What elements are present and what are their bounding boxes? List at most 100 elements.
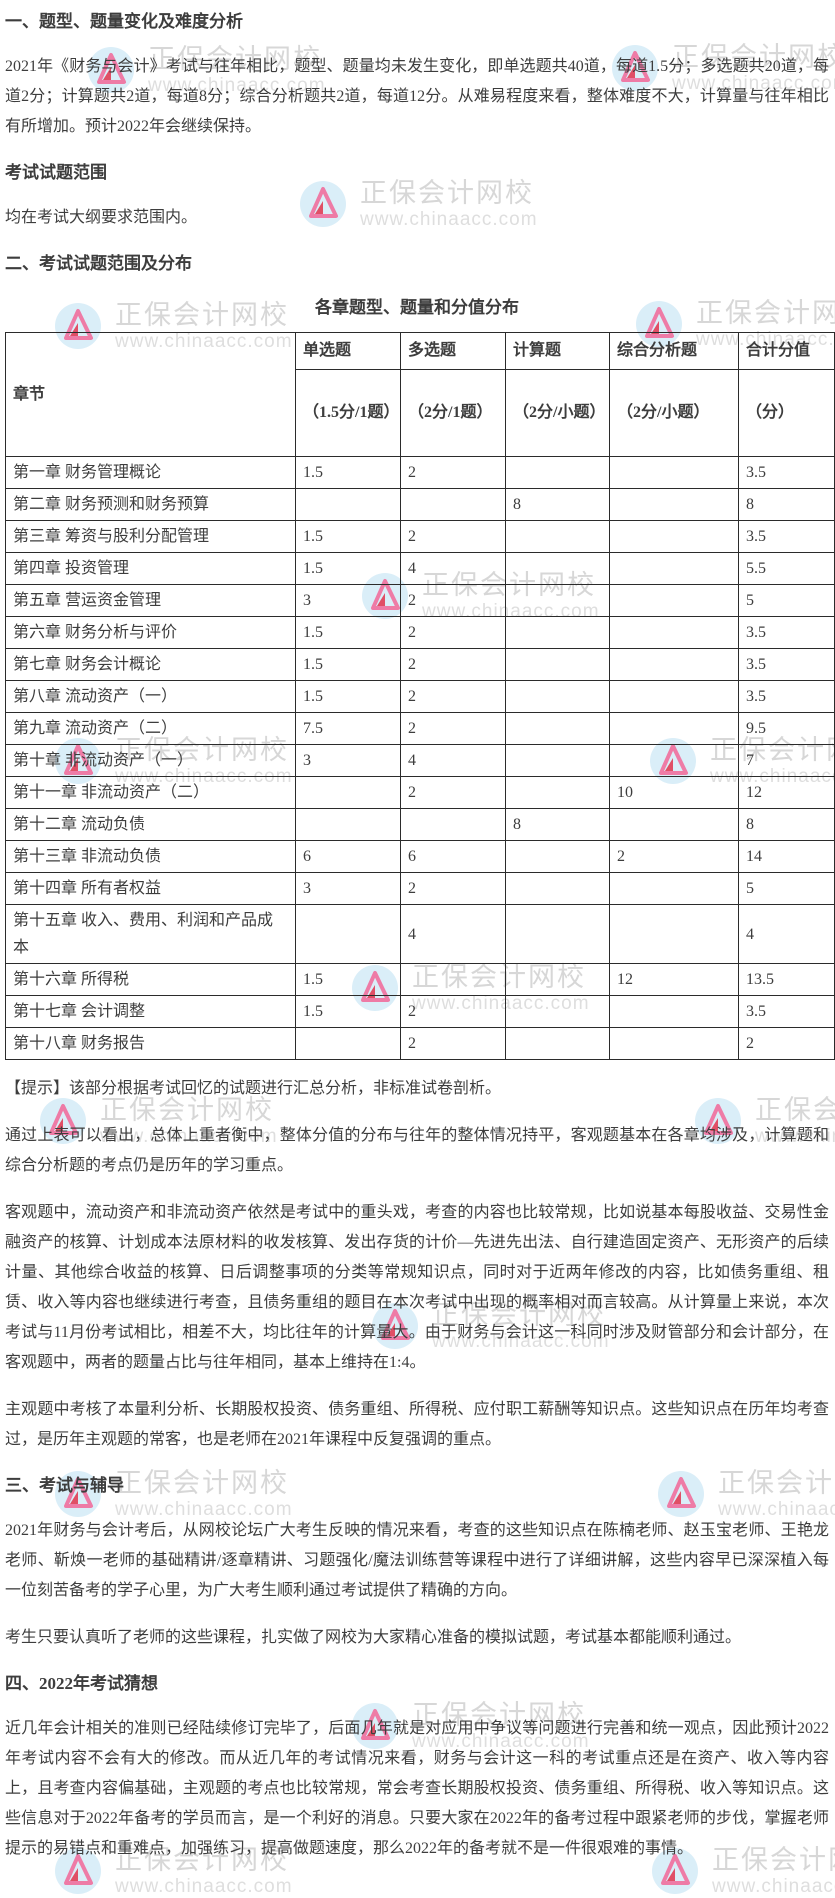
table-cell: 第十三章 非流动负债 xyxy=(5,840,296,873)
table-cell: 4 xyxy=(400,552,506,585)
watermark-url: www.chinaacc.com xyxy=(755,1126,835,1148)
table-row: 第十二章 流动负债 8 8 xyxy=(5,808,835,841)
table-cell: 8 xyxy=(505,808,610,841)
table-cell: 3.5 xyxy=(738,520,835,553)
table-cell xyxy=(609,712,739,745)
watermark-brand: 正保会计网校 xyxy=(360,178,534,208)
watermark-url: www.chinaacc.com xyxy=(718,1499,835,1521)
watermark: 正保会计网校 www.chinaacc.com xyxy=(40,1095,278,1148)
watermark-url: www.chinaacc.com xyxy=(360,209,538,231)
table-cell: 2 xyxy=(400,776,506,809)
watermark-brand: 正保会计网校 xyxy=(115,1468,289,1498)
watermark-text: 正保会计网校 www.chinaacc.com xyxy=(755,1095,835,1148)
watermark-text: 正保会计网校 www.chinaacc.com xyxy=(412,1700,590,1753)
table-cell: 3.5 xyxy=(738,648,835,681)
paragraph-subjective-questions: 主观题中考核了本量利分析、长期股权投资、债务重组、所得税、应付职工薪酬等知识点。… xyxy=(5,1401,829,1448)
table-cell xyxy=(295,808,401,841)
table-cell xyxy=(505,584,610,617)
watermark-brand: 正保会计网校 xyxy=(672,42,835,72)
table-cell: 第七章 财务会计概论 xyxy=(5,648,296,681)
watermark-url: www.chinaacc.com xyxy=(148,75,326,97)
table-cell xyxy=(505,776,610,809)
paragraph-2022-forecast: 近几年会计相关的准则已经陆续修订完毕了，后面几年就是对应用中争议等问题进行完善和… xyxy=(5,1720,829,1857)
chinaacc-logo-icon xyxy=(652,1848,698,1895)
chinaacc-logo-icon xyxy=(372,1303,418,1350)
table-row: 第十三章 非流动负债 6 6 2 14 xyxy=(5,840,835,873)
table-cell: 8 xyxy=(738,488,835,521)
paragraph-objective-questions: 客观题中，流动资产和非流动资产依然是考试中的重头戏，考查的内容也比较常规，比如说… xyxy=(5,1204,829,1371)
chinaacc-logo-icon xyxy=(695,1098,741,1145)
table-cell: 5 xyxy=(738,872,835,905)
table-cell xyxy=(400,808,506,841)
subheader-single-choice: （1.5分/1题） xyxy=(295,369,401,457)
table-cell: 1.5 xyxy=(295,648,401,681)
watermark: 正保会计网校 www.chinaacc.com xyxy=(300,178,538,231)
table-cell: 2 xyxy=(400,872,506,905)
table-cell: 1.5 xyxy=(295,963,401,996)
table-cell xyxy=(505,680,610,713)
table-row: 第一章 财务管理概论 1.5 2 3.5 xyxy=(5,456,835,489)
table-cell: 第三章 筹资与股利分配管理 xyxy=(5,520,296,553)
section-heading-4: 四、2022年考试猜想 xyxy=(5,1674,158,1693)
table-cell xyxy=(295,776,401,809)
table-row: 第十四章 所有者权益 3 2 5 xyxy=(5,872,835,905)
watermark-url: www.chinaacc.com xyxy=(412,1731,590,1753)
table-cell xyxy=(400,963,506,996)
watermark-brand: 正保会计网校 xyxy=(755,1095,835,1125)
section-heading-2: 二、考试试题范围及分布 xyxy=(5,254,192,273)
table-cell xyxy=(609,488,739,521)
table-cell: 14 xyxy=(738,840,835,873)
table-cell: 1.5 xyxy=(295,456,401,489)
watermark-text: 正保会计网校 www.chinaacc.com xyxy=(712,1845,835,1898)
table-cell: 2 xyxy=(400,456,506,489)
table-cell: 1.5 xyxy=(295,552,401,585)
chinaacc-logo-icon xyxy=(658,1471,704,1518)
table-cell xyxy=(295,904,401,964)
table-cell: 9.5 xyxy=(738,712,835,745)
table-cell xyxy=(609,648,739,681)
table-cell xyxy=(609,808,739,841)
table-cell: 3 xyxy=(295,744,401,777)
table-row: 第十六章 所得税 1.5 12 13.5 xyxy=(5,963,835,996)
table-cell: 2 xyxy=(400,520,506,553)
watermark: 正保会计网校 www.chinaacc.com xyxy=(372,1300,610,1353)
watermark: 正保会计网校 www.chinaacc.com xyxy=(352,1700,590,1753)
watermark-brand: 正保会计网校 xyxy=(148,44,322,74)
watermark: 正保会计网校 www.chinaacc.com xyxy=(695,1095,835,1148)
paragraph-tip-note: 【提示】该部分根据考试回忆的试题进行汇总分析，非标准试卷剖析。 xyxy=(5,1080,502,1097)
table-cell: 6 xyxy=(295,840,401,873)
table-row: 第九章 流动资产（二） 7.5 2 9.5 xyxy=(5,712,835,745)
table-row: 第四章 投资管理 1.5 4 5.5 xyxy=(5,552,835,585)
table-cell: 13.5 xyxy=(738,963,835,996)
watermark: 正保会计网校 www.chinaacc.com xyxy=(55,1845,293,1898)
table-cell: 3.5 xyxy=(738,456,835,489)
col-header-comprehensive: 综合分析题 xyxy=(609,332,739,370)
table-cell: 1.5 xyxy=(295,680,401,713)
watermark-brand: 正保会计网校 xyxy=(696,298,835,328)
watermark-brand: 正保会计网校 xyxy=(115,300,289,330)
table-cell: 2 xyxy=(400,616,506,649)
table-row: 第六章 财务分析与评价 1.5 2 3.5 xyxy=(5,616,835,649)
table-cell: 2 xyxy=(400,680,506,713)
table-row: 第十一章 非流动资产（二） 2 10 12 xyxy=(5,776,835,809)
table-cell xyxy=(609,616,739,649)
table-cell xyxy=(609,552,739,585)
table-cell xyxy=(505,963,610,996)
watermark-url: www.chinaacc.com xyxy=(115,1876,293,1898)
col-header-calculation: 计算题 xyxy=(505,332,610,370)
table-cell: 4 xyxy=(400,904,506,964)
col-header-chapter: 章节 xyxy=(5,332,296,457)
watermark-url: www.chinaacc.com xyxy=(712,1876,835,1898)
table-cell: 7.5 xyxy=(295,712,401,745)
watermark-brand: 正保会计网校 xyxy=(718,1468,835,1498)
table-cell: 第四章 投资管理 xyxy=(5,552,296,585)
watermark: 正保会计网校 www.chinaacc.com xyxy=(88,44,326,97)
table-header-row: 章节 单选题 多选题 计算题 综合分析题 合计分值 xyxy=(5,332,835,457)
table-cell: 第十一章 非流动资产（二） xyxy=(5,776,296,809)
table-cell: 2 xyxy=(400,712,506,745)
chinaacc-logo-icon xyxy=(40,1098,86,1145)
table-cell xyxy=(505,520,610,553)
table-cell: 第十八章 财务报告 xyxy=(5,1027,296,1060)
table-cell xyxy=(609,520,739,553)
